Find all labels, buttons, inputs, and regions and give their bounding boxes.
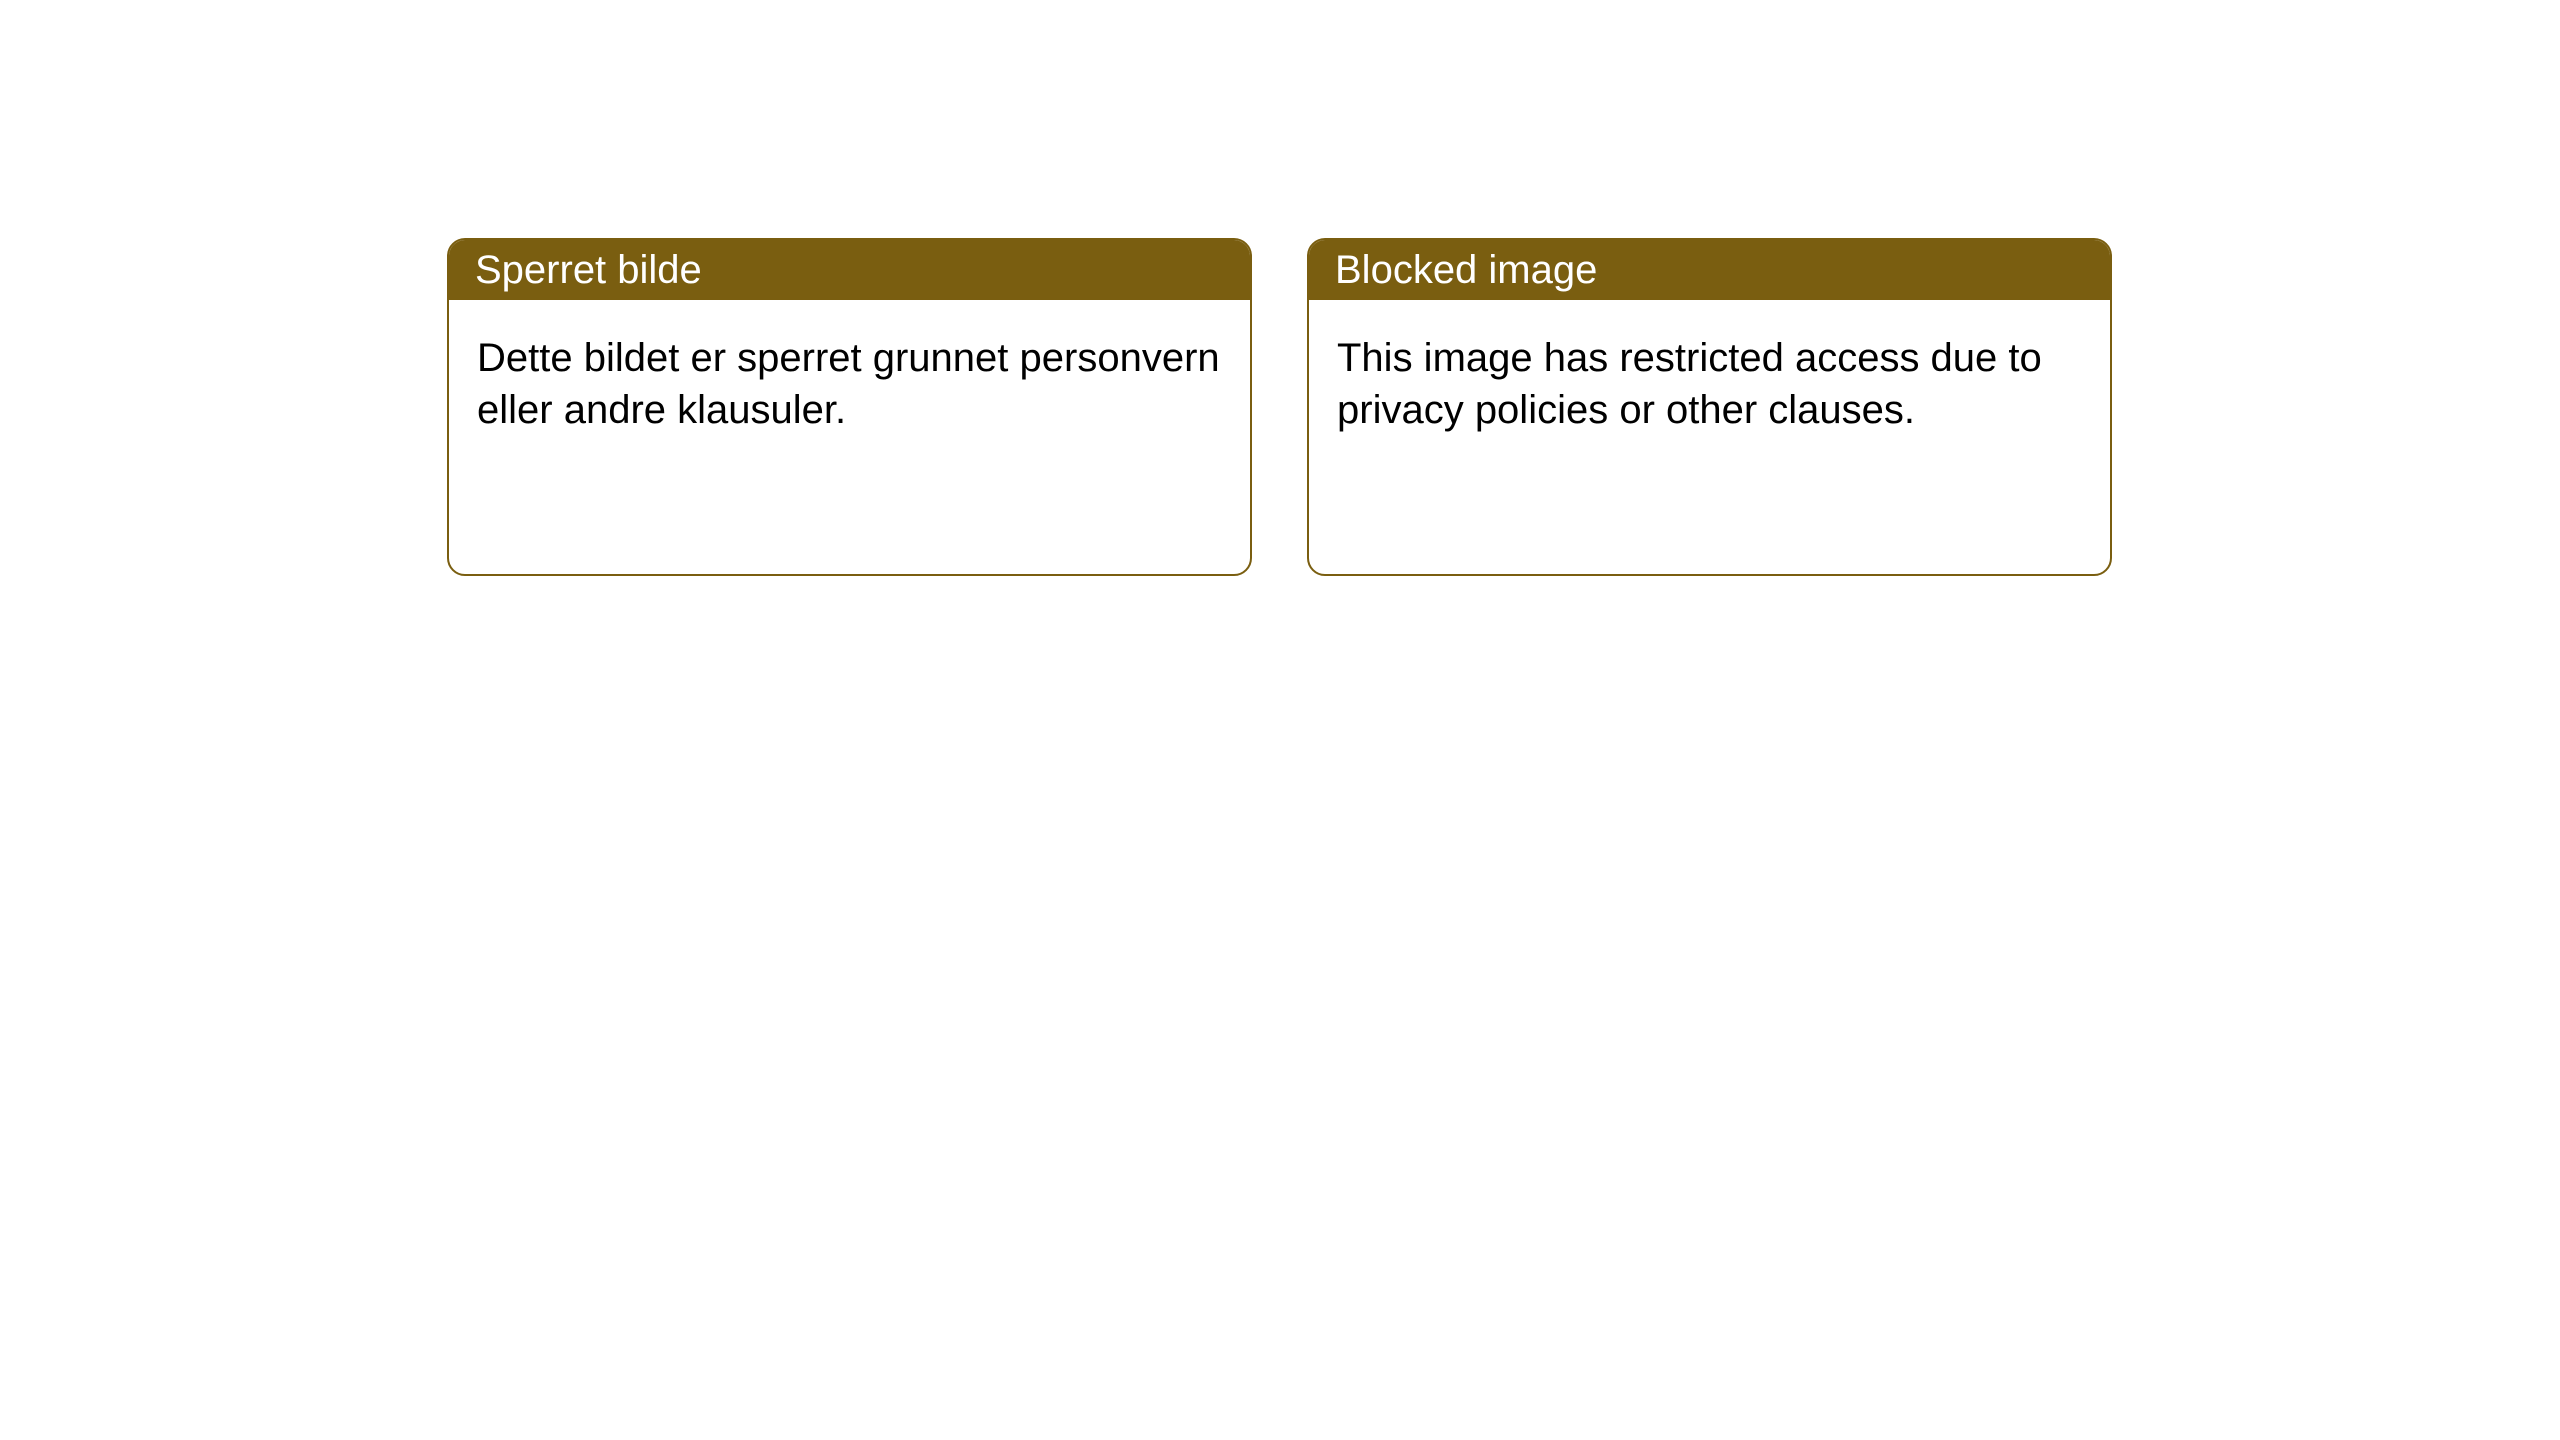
notice-title: Blocked image [1335, 248, 1597, 293]
notice-header: Blocked image [1309, 240, 2110, 300]
notice-body: Dette bildet er sperret grunnet personve… [449, 300, 1250, 468]
notice-header: Sperret bilde [449, 240, 1250, 300]
notice-container: Sperret bilde Dette bildet er sperret gr… [447, 238, 2112, 576]
notice-body-text: This image has restricted access due to … [1337, 336, 2042, 432]
notice-body: This image has restricted access due to … [1309, 300, 2110, 468]
notice-card-norwegian: Sperret bilde Dette bildet er sperret gr… [447, 238, 1252, 576]
notice-card-english: Blocked image This image has restricted … [1307, 238, 2112, 576]
notice-title: Sperret bilde [475, 248, 702, 293]
notice-body-text: Dette bildet er sperret grunnet personve… [477, 336, 1220, 432]
